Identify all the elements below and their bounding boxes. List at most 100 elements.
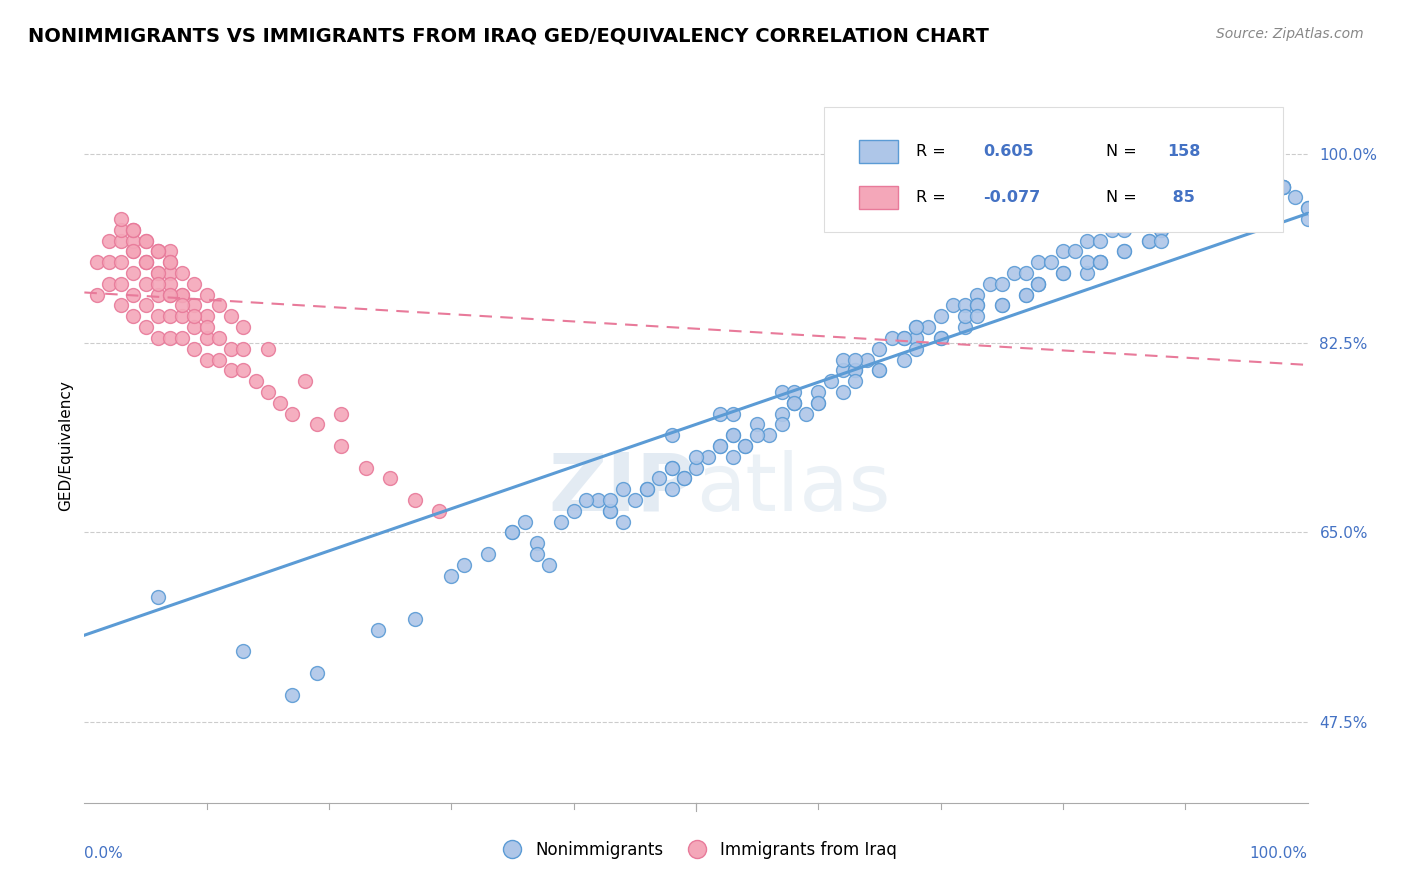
Point — [869, 363, 891, 377]
Point — [1150, 234, 1173, 248]
Point — [281, 688, 304, 702]
Point — [1015, 266, 1038, 280]
Point — [1088, 255, 1111, 269]
Point — [159, 277, 181, 291]
Point — [599, 493, 621, 508]
Point — [159, 255, 181, 269]
Point — [991, 277, 1014, 291]
Point — [586, 493, 609, 508]
Point — [172, 287, 194, 301]
Point — [758, 428, 780, 442]
Point — [135, 298, 157, 312]
Point — [208, 298, 231, 312]
Point — [135, 255, 157, 269]
Point — [110, 211, 132, 226]
Point — [146, 244, 169, 259]
Point — [1174, 211, 1197, 226]
Point — [1064, 244, 1087, 259]
Point — [820, 374, 842, 388]
Point — [966, 298, 988, 312]
Point — [1296, 201, 1319, 215]
Point — [869, 363, 891, 377]
Point — [110, 234, 132, 248]
Text: 100.0%: 100.0% — [1250, 846, 1308, 861]
Point — [183, 310, 205, 324]
Point — [1114, 244, 1136, 259]
Point — [1076, 266, 1098, 280]
Point — [880, 331, 903, 345]
Point — [146, 244, 169, 259]
Point — [538, 558, 561, 572]
Point — [1161, 201, 1184, 215]
Point — [1150, 223, 1173, 237]
Point — [135, 320, 157, 334]
Point — [513, 515, 536, 529]
Point — [966, 310, 988, 324]
Point — [770, 384, 793, 399]
Point — [135, 234, 157, 248]
Point — [979, 277, 1001, 291]
Point — [159, 255, 181, 269]
Point — [929, 331, 952, 345]
Point — [172, 287, 194, 301]
Point — [195, 331, 218, 345]
Point — [770, 417, 793, 432]
Point — [905, 320, 928, 334]
Y-axis label: GED/Equivalency: GED/Equivalency — [58, 381, 73, 511]
Point — [440, 568, 463, 582]
Point — [159, 266, 181, 280]
Point — [1028, 277, 1050, 291]
Point — [195, 352, 218, 367]
Text: 0.605: 0.605 — [983, 144, 1033, 159]
Point — [1296, 201, 1319, 215]
Text: 158: 158 — [1167, 144, 1201, 159]
Point — [1076, 255, 1098, 269]
Point — [502, 525, 524, 540]
Point — [146, 266, 169, 280]
Point — [146, 331, 169, 345]
Point — [1236, 179, 1258, 194]
Point — [612, 482, 634, 496]
Point — [966, 287, 988, 301]
Point — [807, 396, 830, 410]
Point — [1028, 255, 1050, 269]
Point — [648, 471, 671, 485]
Point — [232, 342, 254, 356]
Text: 0.0%: 0.0% — [84, 846, 124, 861]
Point — [1236, 190, 1258, 204]
Point — [232, 644, 254, 658]
Point — [685, 450, 707, 464]
Point — [146, 244, 169, 259]
Point — [709, 439, 731, 453]
Point — [917, 320, 939, 334]
FancyBboxPatch shape — [824, 107, 1284, 232]
Point — [110, 223, 132, 237]
Point — [721, 428, 744, 442]
Point — [232, 363, 254, 377]
Point — [172, 298, 194, 312]
Text: 85: 85 — [1167, 190, 1195, 205]
Point — [831, 352, 853, 367]
Point — [380, 471, 402, 485]
Point — [783, 396, 806, 410]
Point — [1088, 255, 1111, 269]
Point — [661, 482, 683, 496]
Point — [661, 460, 683, 475]
Point — [404, 612, 426, 626]
Point — [1272, 179, 1295, 194]
Point — [159, 287, 181, 301]
Point — [122, 244, 145, 259]
Point — [991, 298, 1014, 312]
Point — [502, 525, 524, 540]
Point — [661, 460, 683, 475]
Point — [1028, 277, 1050, 291]
Point — [1223, 179, 1246, 194]
Point — [208, 331, 231, 345]
Point — [135, 255, 157, 269]
Point — [427, 504, 450, 518]
Point — [477, 547, 499, 561]
Point — [305, 666, 328, 681]
Point — [953, 298, 976, 312]
Point — [1198, 190, 1220, 204]
Point — [783, 396, 806, 410]
